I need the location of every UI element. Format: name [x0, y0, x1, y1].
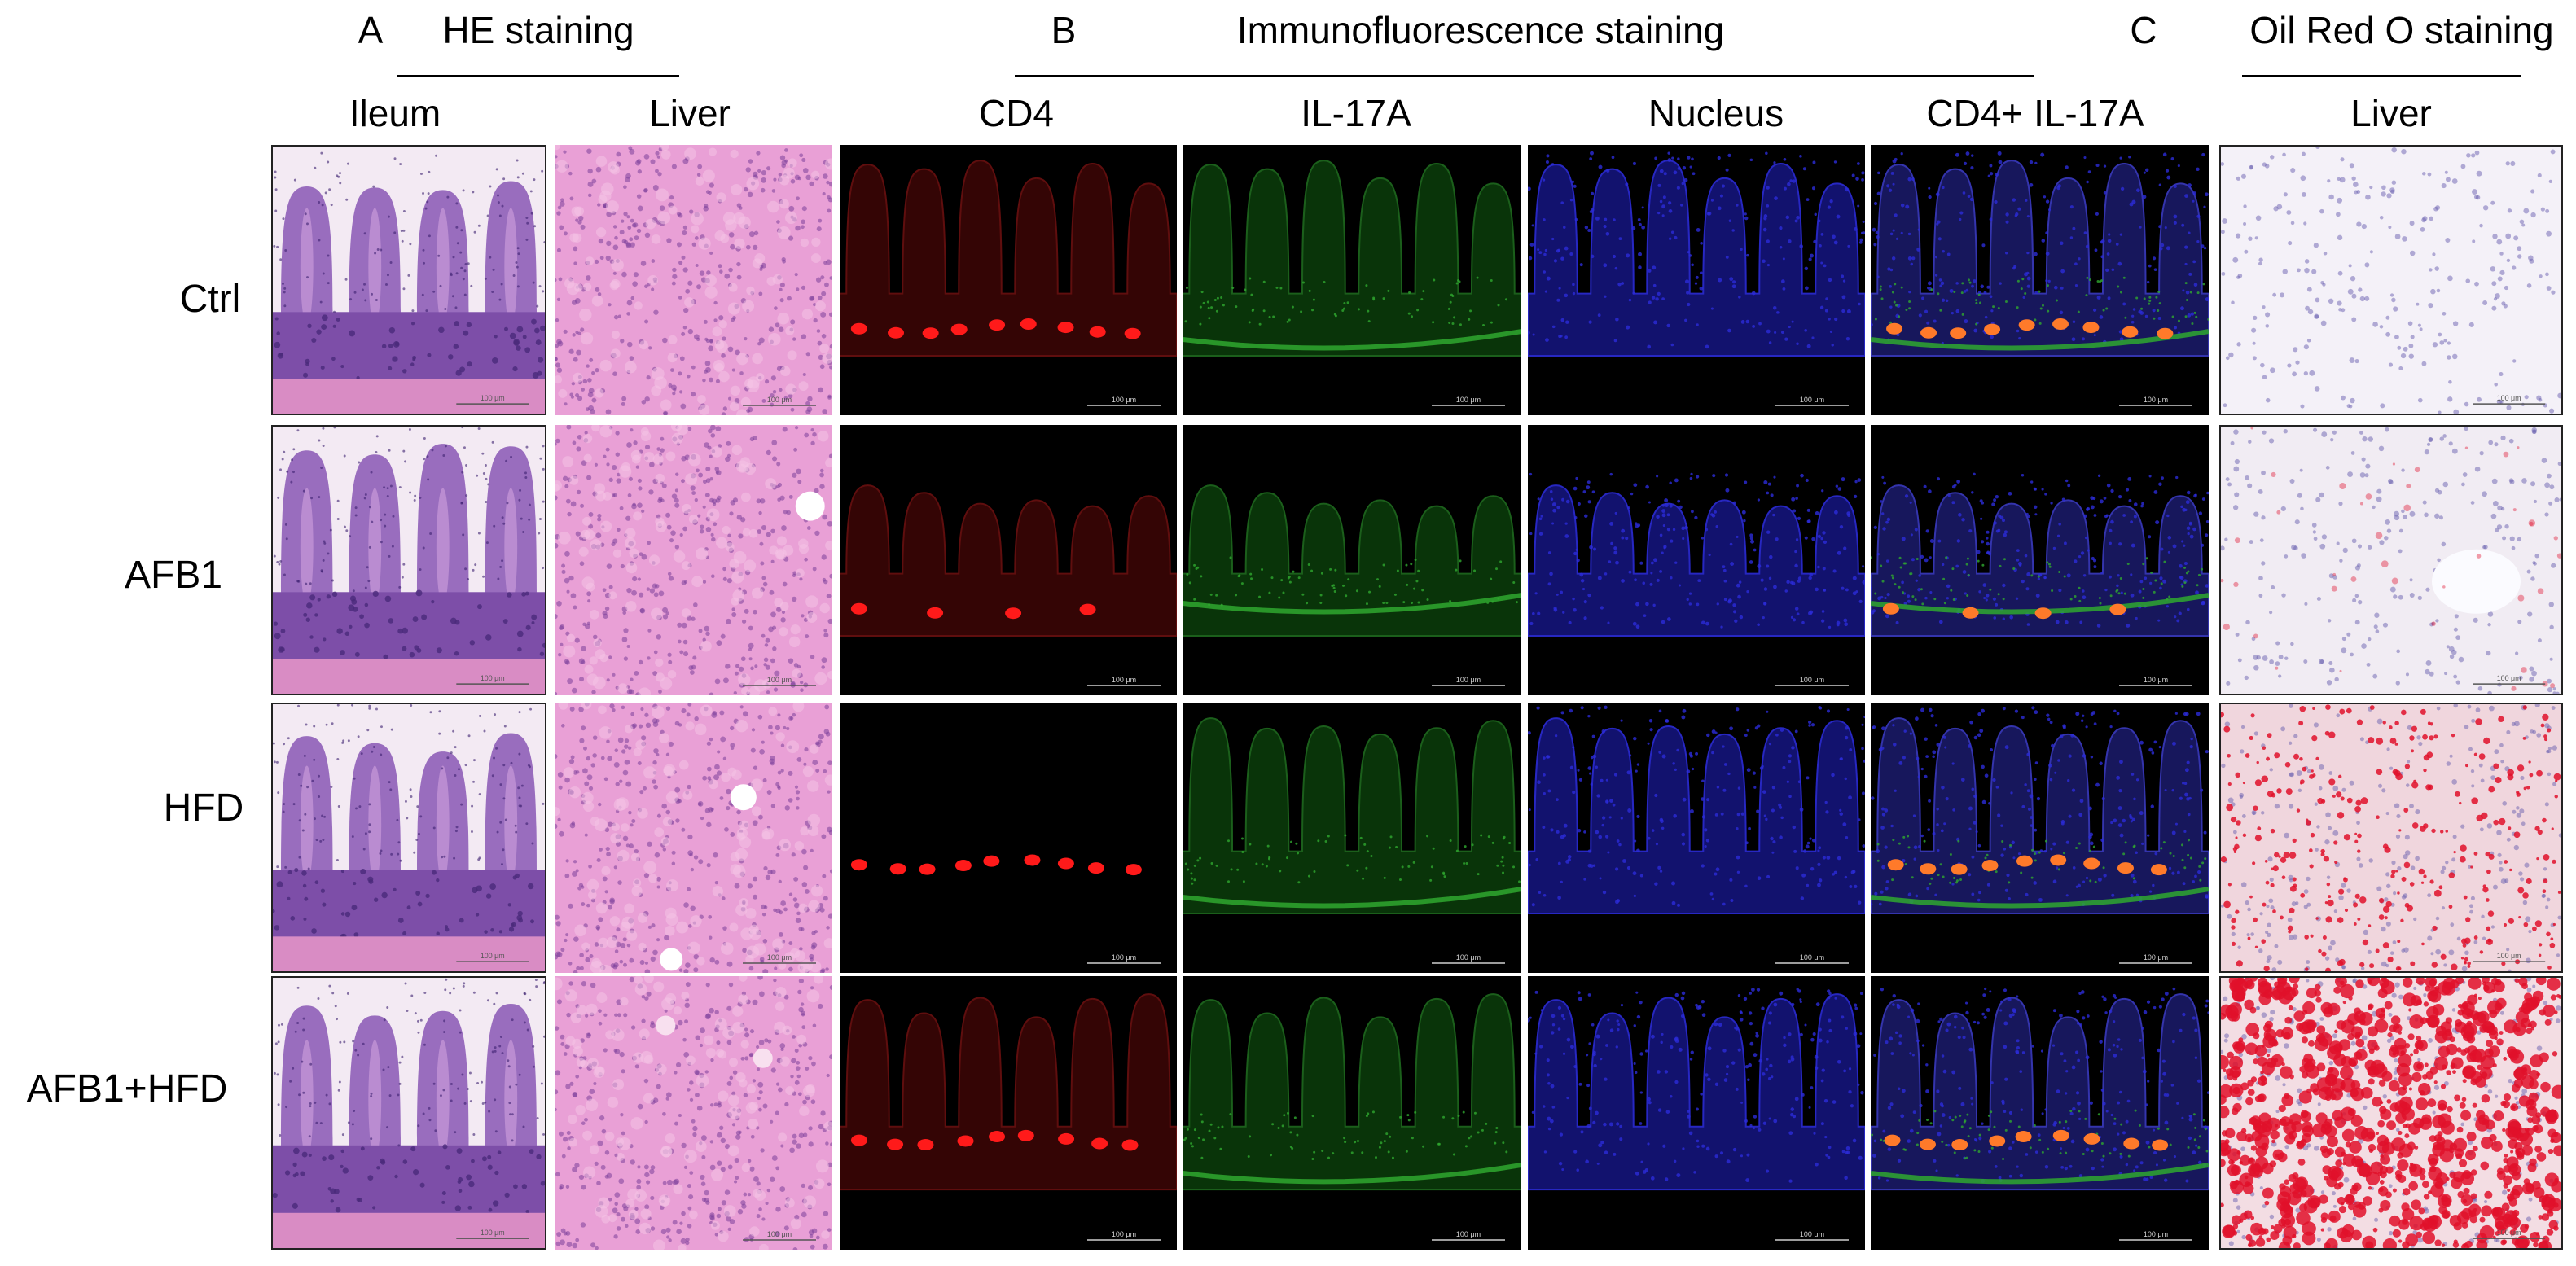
- section-a-title: HE staining: [442, 9, 634, 51]
- section-b-title: Immunofluorescence staining: [1236, 9, 1725, 51]
- svg-text:100 μm: 100 μm: [2497, 674, 2521, 682]
- micrograph-image: 100 μm: [1528, 145, 1865, 415]
- svg-text:100 μm: 100 μm: [767, 396, 792, 404]
- svg-text:100 μm: 100 μm: [2497, 394, 2521, 402]
- micrograph-cd4-ctrl: 100 μm: [840, 145, 1177, 415]
- micrograph-image: 100 μm: [1871, 145, 2209, 415]
- svg-text:100 μm: 100 μm: [481, 674, 505, 682]
- svg-text:100 μm: 100 μm: [767, 676, 792, 684]
- micrograph-image: 100 μm: [273, 427, 545, 694]
- micrograph-he-ileum-afb1: 100 μm: [271, 425, 546, 695]
- micrograph-image: 100 μm: [1183, 703, 1521, 973]
- micrograph-image: 100 μm: [1183, 145, 1521, 415]
- section-b-rule: [1015, 75, 2034, 77]
- section-b-letter: B: [1051, 9, 1077, 51]
- micrograph-image: 100 μm: [840, 425, 1177, 695]
- micrograph-image: 100 μm: [1871, 425, 2209, 695]
- column-header-il17a: IL-17A: [1301, 92, 1411, 134]
- micrograph-merge-afb1: 100 μm: [1871, 425, 2209, 695]
- section-c-title: Oil Red O staining: [2249, 9, 2554, 51]
- micrograph-he-liver-afb1-hfd: 100 μm: [555, 976, 832, 1250]
- micrograph-oil-afb1-hfd: 100 μm: [2219, 976, 2563, 1250]
- micrograph-image: 100 μm: [1183, 425, 1521, 695]
- micrograph-image: 100 μm: [555, 703, 832, 973]
- svg-text:100 μm: 100 μm: [1800, 953, 1824, 962]
- micrograph-image: 100 μm: [1871, 703, 2209, 973]
- micrograph-merge-hfd: 100 μm: [1871, 703, 2209, 973]
- svg-text:100 μm: 100 μm: [1112, 676, 1136, 684]
- micrograph-merge-ctrl: 100 μm: [1871, 145, 2209, 415]
- svg-text:100 μm: 100 μm: [2144, 396, 2168, 404]
- micrograph-he-ileum-hfd: 100 μm: [271, 703, 546, 973]
- row-label-afb1: AFB1: [124, 554, 223, 597]
- micrograph-image: 100 μm: [2221, 704, 2561, 971]
- micrograph-cd4-afb1: 100 μm: [840, 425, 1177, 695]
- column-header-ileum: Ileum: [349, 92, 441, 134]
- micrograph-nucleus-afb1-hfd: 100 μm: [1528, 976, 1865, 1250]
- micrograph-image: 100 μm: [840, 703, 1177, 973]
- section-c-rule: [2242, 75, 2521, 77]
- svg-text:100 μm: 100 μm: [481, 952, 505, 960]
- micrograph-nucleus-afb1: 100 μm: [1528, 425, 1865, 695]
- micrograph-il17a-hfd: 100 μm: [1183, 703, 1521, 973]
- micrograph-il17a-ctrl: 100 μm: [1183, 145, 1521, 415]
- micrograph-il17a-afb1-hfd: 100 μm: [1183, 976, 1521, 1250]
- micrograph-image: 100 μm: [2221, 978, 2561, 1248]
- micrograph-image: 100 μm: [273, 704, 545, 971]
- micrograph-oil-ctrl: 100 μm: [2219, 145, 2563, 415]
- column-header-liver-oil: Liver: [2350, 92, 2432, 134]
- micrograph-he-liver-afb1: 100 μm: [555, 425, 832, 695]
- svg-text:100 μm: 100 μm: [1456, 396, 1481, 404]
- micrograph-image: 100 μm: [1528, 425, 1865, 695]
- svg-text:100 μm: 100 μm: [1800, 396, 1824, 404]
- micrograph-image: 100 μm: [273, 978, 545, 1248]
- micrograph-oil-hfd: 100 μm: [2219, 703, 2563, 973]
- section-a-rule: [397, 75, 679, 77]
- svg-text:100 μm: 100 μm: [2144, 676, 2168, 684]
- svg-text:100 μm: 100 μm: [1800, 676, 1824, 684]
- micrograph-il17a-afb1: 100 μm: [1183, 425, 1521, 695]
- svg-text:100 μm: 100 μm: [1456, 676, 1481, 684]
- micrograph-image: 100 μm: [840, 145, 1177, 415]
- row-label-hfd: HFD: [163, 786, 244, 830]
- micrograph-nucleus-hfd: 100 μm: [1528, 703, 1865, 973]
- micrograph-image: 100 μm: [555, 145, 832, 415]
- micrograph-oil-afb1: 100 μm: [2219, 425, 2563, 695]
- micrograph-image: 100 μm: [1183, 976, 1521, 1250]
- micrograph-he-ileum-ctrl: 100 μm: [271, 145, 546, 415]
- column-header-cd4: CD4: [978, 92, 1055, 134]
- micrograph-image: 100 μm: [555, 976, 832, 1250]
- micrograph-he-ileum-afb1-hfd: 100 μm: [271, 976, 546, 1250]
- row-label-afb1-hfd: AFB1+HFD: [26, 1067, 228, 1110]
- micrograph-merge-afb1-hfd: 100 μm: [1871, 976, 2209, 1250]
- micrograph-image: 100 μm: [555, 425, 832, 695]
- micrograph-image: 100 μm: [1528, 976, 1865, 1250]
- micrograph-image: 100 μm: [1528, 703, 1865, 973]
- svg-text:100 μm: 100 μm: [1456, 953, 1481, 962]
- micrograph-image: 100 μm: [2221, 147, 2561, 414]
- svg-text:100 μm: 100 μm: [1112, 396, 1136, 404]
- micrograph-cd4-afb1-hfd: 100 μm: [840, 976, 1177, 1250]
- row-label-ctrl: Ctrl: [179, 278, 241, 321]
- micrograph-he-liver-ctrl: 100 μm: [555, 145, 832, 415]
- column-header-liver-he: Liver: [649, 92, 731, 134]
- micrograph-he-liver-hfd: 100 μm: [555, 703, 832, 973]
- svg-text:100 μm: 100 μm: [767, 953, 792, 962]
- svg-text:100 μm: 100 μm: [481, 394, 505, 402]
- column-header-nucleus: Nucleus: [1648, 92, 1784, 134]
- svg-text:100 μm: 100 μm: [1112, 953, 1136, 962]
- micrograph-image: 100 μm: [840, 976, 1177, 1250]
- micrograph-cd4-hfd: 100 μm: [840, 703, 1177, 973]
- micrograph-nucleus-ctrl: 100 μm: [1528, 145, 1865, 415]
- column-header-merge: CD4+ IL-17A: [1926, 92, 2144, 134]
- micrograph-image: 100 μm: [273, 147, 545, 414]
- micrograph-image: 100 μm: [1871, 976, 2209, 1250]
- section-a-letter: A: [358, 9, 384, 51]
- section-c-letter: C: [2130, 9, 2157, 51]
- micrograph-image: 100 μm: [2221, 427, 2561, 694]
